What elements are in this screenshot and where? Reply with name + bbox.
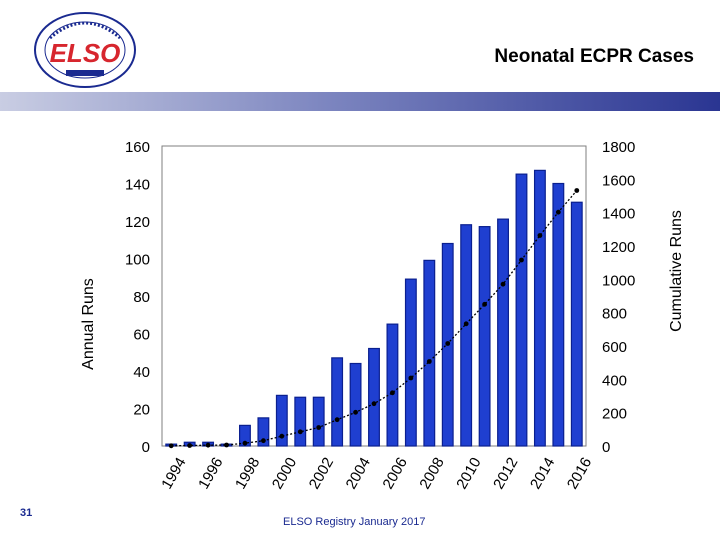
bar-2013 [515, 173, 528, 447]
footer-source: ELSO Registry January 2017 [283, 516, 426, 528]
y-tick-label-left: 100 [125, 252, 150, 269]
cumulative-point-2000 [279, 433, 285, 439]
x-tick-label: 2004 [343, 455, 374, 492]
bar-2007 [404, 278, 417, 447]
x-tick-label: 1996 [195, 455, 226, 492]
cumulative-point-2016 [574, 188, 580, 193]
cumulative-point-2007 [408, 375, 414, 381]
y-axis-label-left: Annual Runs [80, 278, 97, 370]
cumulative-point-2002 [316, 425, 322, 430]
y-tick-label-right: 1800 [602, 139, 635, 156]
cumulative-point-2008 [426, 359, 432, 364]
x-tick-label: 2000 [269, 455, 300, 492]
y-tick-label-left: 160 [125, 139, 150, 156]
cumulative-point-2010 [463, 321, 469, 327]
x-tick-label: 2010 [453, 455, 484, 492]
y-tick-label-right: 1600 [602, 172, 635, 189]
bar-2010 [460, 224, 473, 447]
cumulative-point-1997 [224, 442, 229, 448]
cumulative-point-2005 [371, 401, 377, 407]
cumulative-point-2015 [555, 209, 561, 215]
bar-2001 [294, 396, 307, 447]
y-tick-label-right: 1400 [602, 206, 635, 223]
bar-2002 [312, 396, 325, 447]
cumulative-point-1996 [205, 442, 211, 448]
cumulative-point-2003 [334, 417, 340, 423]
x-tick-label: 2006 [380, 455, 411, 492]
bar-2016 [570, 201, 583, 447]
y-tick-label-left: 0 [142, 439, 150, 456]
cumulative-point-1995 [187, 443, 193, 448]
chart: 0204060801001201401600200400600800100012… [80, 139, 685, 492]
cumulative-point-2011 [482, 301, 488, 307]
bar-2006 [386, 323, 399, 447]
cumulative-point-2001 [297, 429, 303, 435]
y-tick-label-right: 400 [602, 372, 627, 389]
bar-1998 [239, 424, 251, 447]
logo-wordmark: ELSO [50, 38, 121, 68]
bar-2008 [423, 259, 436, 447]
cumulative-point-2014 [537, 233, 543, 238]
bar-2000 [275, 394, 288, 447]
slide-number: 31 [20, 507, 33, 519]
cumulative-point-1999 [260, 438, 266, 444]
y-tick-label-left: 80 [133, 289, 150, 306]
x-tick-label: 2002 [306, 455, 337, 492]
y-tick-label-left: 20 [133, 402, 150, 419]
cumulative-point-2013 [519, 257, 524, 263]
cumulative-point-1994 [168, 443, 174, 449]
bar-2003 [331, 357, 344, 447]
page-title: Neonatal ECPR Cases [494, 46, 694, 67]
y-tick-label-left: 140 [125, 177, 150, 194]
bar-2005 [368, 347, 380, 447]
y-tick-label-left: 40 [133, 364, 150, 381]
bar-1999 [257, 417, 270, 447]
elso-logo: ELSO [34, 12, 136, 88]
bar-2011 [478, 226, 491, 447]
x-tick-label: 2014 [527, 455, 558, 492]
chart-labels: 0204060801001201401600200400600800100012… [80, 139, 685, 492]
y-tick-label-left: 60 [133, 327, 150, 344]
header-banner [0, 92, 720, 111]
y-tick-label-right: 0 [602, 439, 610, 456]
x-tick-label: 1998 [232, 455, 263, 492]
cumulative-point-2012 [500, 281, 506, 287]
cumulative-runs-line [168, 188, 580, 449]
x-tick-label: 1994 [158, 455, 189, 492]
y-tick-label-right: 200 [602, 406, 627, 423]
y-tick-label-right: 800 [602, 306, 627, 323]
y-tick-label-right: 1200 [602, 239, 635, 256]
cumulative-point-2006 [390, 390, 395, 396]
x-tick-label: 2016 [564, 455, 595, 492]
y-axis-label-right: Cumulative Runs [668, 210, 685, 332]
y-tick-label-right: 1000 [602, 272, 635, 289]
cumulative-point-2009 [445, 341, 451, 346]
cumulative-point-1998 [242, 440, 248, 446]
bar-2014 [533, 169, 546, 447]
bar-2004 [349, 362, 362, 447]
y-tick-label-right: 600 [602, 339, 627, 356]
x-tick-label: 2012 [490, 455, 521, 492]
y-tick-label-left: 120 [125, 214, 150, 231]
cumulative-point-2004 [353, 409, 358, 415]
x-tick-label: 2008 [416, 455, 447, 492]
bar-2015 [552, 182, 565, 447]
bar-2012 [497, 218, 509, 447]
